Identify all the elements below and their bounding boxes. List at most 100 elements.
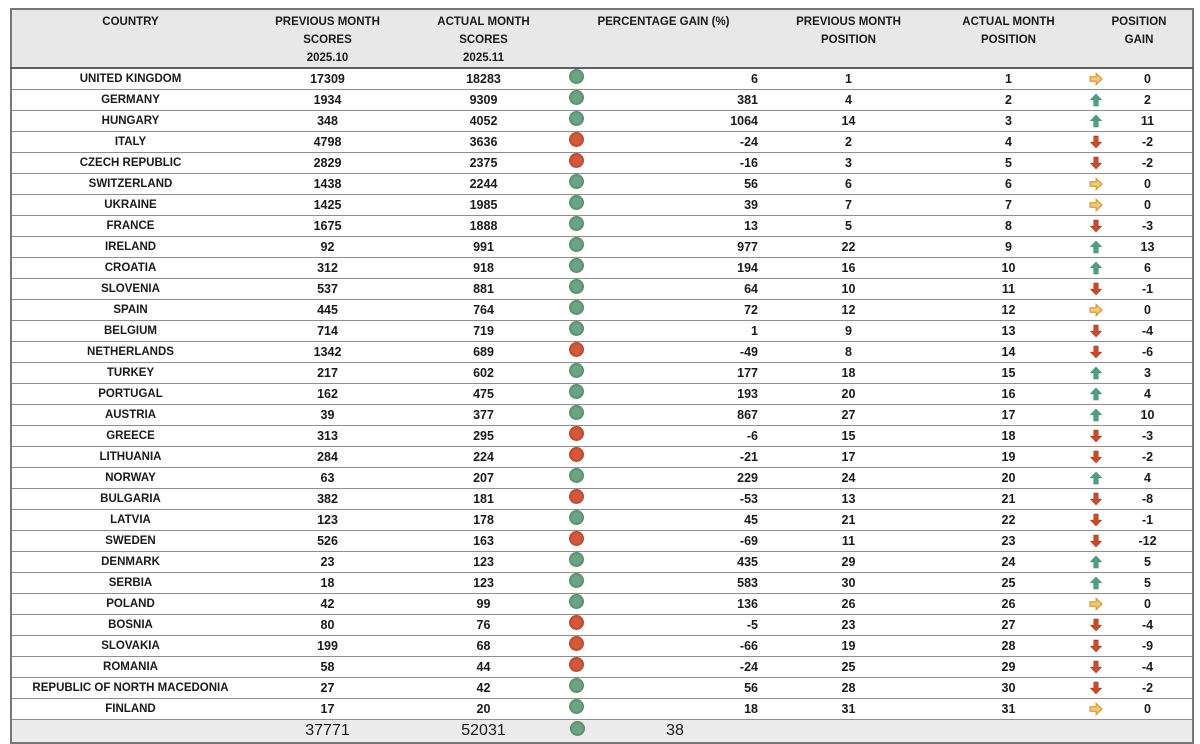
up-arrow-icon [1089,261,1103,275]
position-gain-value: -2 [1141,681,1154,695]
pct-gain-value: 56 [744,177,758,191]
cell-position-gain: -1 [1086,278,1193,300]
right-arrow-icon [1089,303,1103,317]
cell-actual-score: 18283 [406,68,561,90]
position-gain-content: -2 [1086,679,1192,697]
table-row: ROMANIA 58 44 -24 25 29 -4 [11,656,1193,678]
position-gain-value: -4 [1141,660,1154,674]
pct-gain-value: -24 [739,135,758,149]
cell-prev-score: 17 [249,698,406,720]
pct-icon-wrap [569,447,584,467]
cell-pct-gain: -69 [561,530,766,552]
cell-pct-gain: 18 [561,698,766,720]
table-row: PORTUGAL 162 475 193 20 16 4 [11,383,1193,405]
position-icon-wrap [1089,261,1103,275]
cell-actual-position: 1 [931,68,1086,90]
position-icon-wrap [1089,576,1103,590]
table-header: COUNTRY PREVIOUS MONTH SCORES 2025.10 ACTU… [11,9,1193,69]
up-arrow-icon [1089,471,1103,485]
cell-actual-position: 18 [931,425,1086,447]
position-gain-value: 11 [1140,114,1155,128]
up-arrow-icon [1089,576,1103,590]
pct-icon-wrap [569,300,584,320]
position-icon-wrap [1089,240,1103,254]
table-row: FINLAND 17 20 18 31 31 0 [11,698,1193,720]
pct-icon-wrap [569,510,584,530]
green-circle-icon [569,321,584,336]
cell-prev-score: 42 [249,593,406,615]
cell-actual-score: 1888 [406,215,561,237]
total-pos-gain-empty [1086,720,1193,744]
cell-position-gain: -2 [1086,152,1193,174]
table-row: DENMARK 23 123 435 29 24 5 [11,551,1193,573]
red-circle-icon [569,531,584,546]
cell-prev-position: 26 [766,593,931,615]
cell-country: SLOVENIA [11,278,249,300]
cell-actual-score: 689 [406,341,561,363]
cell-prev-position: 9 [766,320,931,342]
green-circle-icon [569,405,584,420]
table-row: GERMANY 1934 9309 381 4 2 2 [11,89,1193,111]
position-icon-wrap [1089,534,1103,548]
table-row: BULGARIA 382 181 -53 13 21 -8 [11,488,1193,510]
down-arrow-icon [1089,492,1103,506]
total-country-empty [11,720,249,744]
cell-actual-position: 16 [931,383,1086,405]
cell-country: CROATIA [11,257,249,279]
down-arrow-icon [1089,282,1103,296]
pct-icon-wrap [569,153,584,173]
cell-actual-position: 20 [931,467,1086,489]
table-row: CZECH REPUBLIC 2829 2375 -16 3 5 -2 [11,152,1193,174]
cell-position-gain: 10 [1086,404,1193,426]
cell-prev-score: 1438 [249,173,406,195]
position-gain-content: -6 [1086,343,1192,361]
pct-gain-content: -53 [561,489,766,509]
position-gain-content: -4 [1086,658,1192,676]
position-gain-value: 2 [1144,93,1151,107]
cell-pct-gain: 229 [561,467,766,489]
green-circle-icon [569,216,584,231]
cell-pct-gain: 39 [561,194,766,216]
cell-prev-position: 19 [766,635,931,657]
position-gain-value: 10 [1140,408,1155,422]
cell-pct-gain: 193 [561,383,766,405]
pct-icon-wrap [569,552,584,572]
pct-icon-wrap [569,342,584,362]
cell-prev-position: 29 [766,551,931,573]
down-arrow-icon [1089,534,1103,548]
green-circle-icon [569,699,584,714]
cell-actual-position: 14 [931,341,1086,363]
table-row: GREECE 313 295 -6 15 18 -3 [11,425,1193,447]
position-icon-wrap [1089,513,1103,527]
cell-actual-position: 27 [931,614,1086,636]
cell-prev-score: 1675 [249,215,406,237]
pct-gain-content: 45 [561,510,766,530]
pct-gain-content: 583 [561,573,766,593]
pct-gain-value: 45 [744,513,758,527]
table-row: SWEDEN 526 163 -69 11 23 -12 [11,530,1193,552]
cell-position-gain: 3 [1086,362,1193,384]
position-gain-value: 4 [1144,387,1151,401]
cell-actual-score: 207 [406,467,561,489]
total-pct-gain: 38 [561,720,766,744]
position-gain-content: -1 [1086,280,1192,298]
cell-position-gain: 0 [1086,698,1193,720]
pct-gain-content: 177 [561,363,766,383]
green-circle-icon [570,721,585,736]
position-gain-content: 0 [1086,196,1192,214]
position-icon-wrap [1089,450,1103,464]
cell-actual-position: 6 [931,173,1086,195]
cell-actual-position: 12 [931,299,1086,321]
pct-gain-value: -69 [739,534,758,548]
table-row: HUNGARY 348 4052 1064 14 3 11 [11,110,1193,132]
cell-prev-position: 30 [766,572,931,594]
cell-country: POLAND [11,593,249,615]
pct-gain-content: -6 [561,426,766,446]
cell-position-gain: 0 [1086,194,1193,216]
pct-gain-value: 13 [744,219,758,233]
cell-pct-gain: -66 [561,635,766,657]
position-gain-content: 4 [1086,469,1192,487]
cell-actual-position: 15 [931,362,1086,384]
position-gain-content: 5 [1086,574,1192,592]
position-gain-content: -3 [1086,427,1192,445]
